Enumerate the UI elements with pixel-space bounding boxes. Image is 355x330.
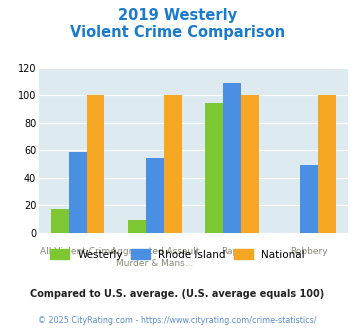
Bar	[164, 95, 181, 233]
Legend: Westerly, Rhode Island, National: Westerly, Rhode Island, National	[46, 245, 309, 264]
Text: Compared to U.S. average. (U.S. average equals 100): Compared to U.S. average. (U.S. average …	[31, 289, 324, 299]
Bar	[206, 103, 223, 233]
Text: Rape: Rape	[221, 247, 244, 255]
Bar	[146, 158, 164, 233]
Text: Robbery: Robbery	[290, 247, 328, 255]
Bar	[69, 151, 87, 233]
Text: © 2025 CityRating.com - https://www.cityrating.com/crime-statistics/: © 2025 CityRating.com - https://www.city…	[38, 316, 317, 325]
Bar	[300, 165, 318, 233]
Bar	[87, 95, 104, 233]
Text: All Violent Crime: All Violent Crime	[40, 247, 115, 255]
Bar	[128, 220, 146, 233]
Bar	[241, 95, 259, 233]
Text: Aggravated Assault: Aggravated Assault	[111, 247, 199, 255]
Bar	[51, 209, 69, 233]
Text: Violent Crime Comparison: Violent Crime Comparison	[70, 25, 285, 40]
Bar	[223, 83, 241, 233]
Text: 2019 Westerly: 2019 Westerly	[118, 8, 237, 23]
Text: Murder & Mans...: Murder & Mans...	[116, 259, 193, 268]
Bar	[318, 95, 336, 233]
